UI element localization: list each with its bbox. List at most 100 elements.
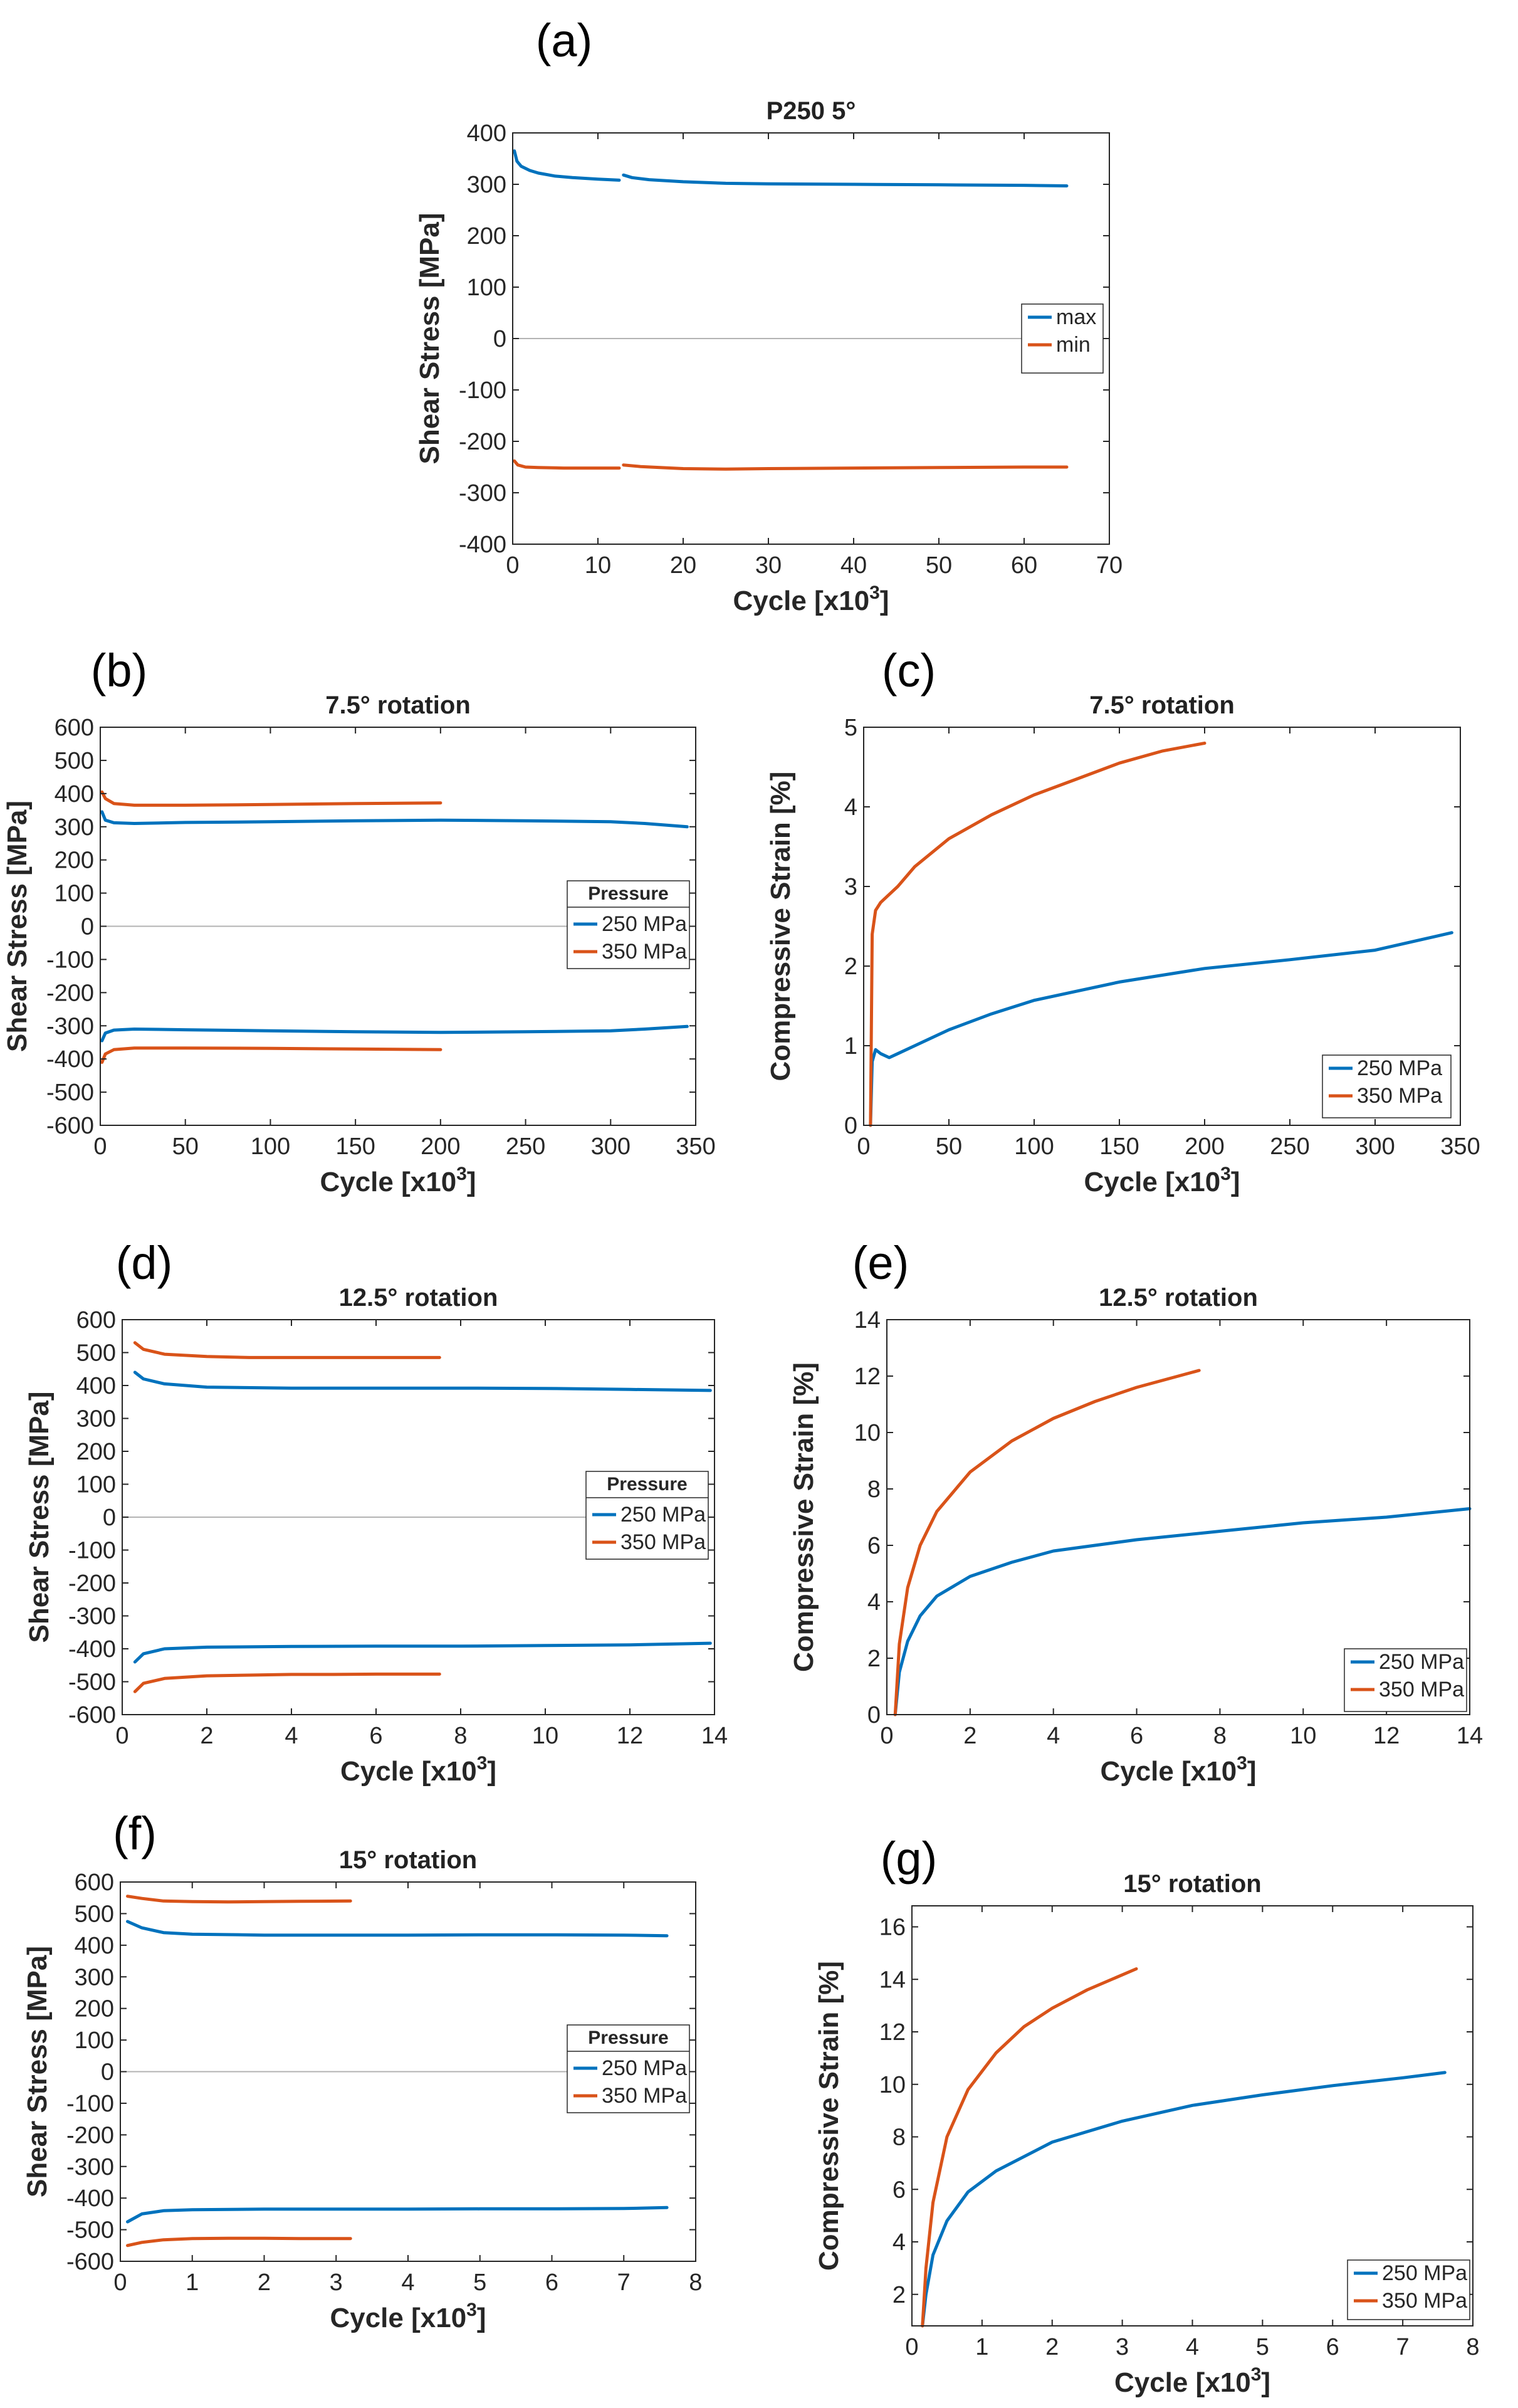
legend-title: Pressure (588, 883, 668, 904)
chart-title: 12.5° rotation (1099, 1284, 1258, 1312)
y-tick-label: 12 (879, 2019, 906, 2046)
y-tick-label: 3 (844, 874, 857, 900)
y-tick-label: 8 (892, 2125, 906, 2151)
legend-entry: 350 MPa (1357, 1084, 1442, 1108)
x-tick-label: 30 (755, 552, 782, 579)
chart-title: 15° rotation (1123, 1870, 1261, 1898)
x-tick-label: 14 (701, 1723, 728, 1749)
x-tick-label: 10 (1290, 1723, 1316, 1749)
x-tick-label: 7 (1396, 2334, 1410, 2360)
legend: 250 MPa 350 MPa (1344, 1648, 1467, 1712)
x-tick-label: 6 (1326, 2334, 1339, 2360)
x-tick-label: 4 (401, 2269, 414, 2296)
x-tick-label: 150 (1099, 1133, 1139, 1160)
x-tick-label: 5 (473, 2269, 486, 2296)
x-tick-label: 20 (670, 552, 696, 579)
x-tick-label: 200 (421, 1133, 460, 1160)
x-tick-label: 6 (369, 1723, 382, 1749)
legend-entry: 350 MPa (620, 1530, 706, 1554)
x-tick-label: 250 (1270, 1133, 1309, 1160)
y-tick-label: -400 (46, 1046, 94, 1073)
y-tick-label: 6 (892, 2177, 906, 2203)
x-tick-label: 0 (857, 1133, 870, 1160)
legend: max min (1021, 303, 1104, 374)
x-tick-label: 100 (251, 1133, 290, 1160)
y-tick-label: 5 (844, 715, 857, 741)
y-tick-label: -300 (46, 1013, 94, 1039)
series-line-min (622, 463, 1069, 471)
y-tick-label: 16 (879, 1915, 906, 1941)
y-tick-label: -200 (46, 980, 94, 1006)
y-tick-label: 100 (55, 881, 94, 907)
chart-title: 12.5° rotation (339, 1284, 498, 1312)
y-tick-label: 300 (75, 1964, 114, 1990)
x-axis-label: Cycle [x103] (1084, 1164, 1240, 1197)
legend-title: Pressure (588, 2027, 668, 2048)
x-tick-label: 2 (963, 1723, 976, 1749)
legend: Pressure 250 MPa 350 MPa (585, 1471, 709, 1560)
x-tick-label: 10 (532, 1723, 558, 1749)
legend-entry: 250 MPa (620, 1503, 706, 1527)
y-tick-label: 4 (867, 1589, 881, 1616)
x-tick-label: 6 (1130, 1723, 1143, 1749)
y-tick-label: 600 (55, 715, 94, 741)
legend: Pressure 250 MPa 350 MPa (567, 880, 690, 969)
x-tick-label: 100 (1014, 1133, 1054, 1160)
x-tick-label: 4 (1186, 2334, 1199, 2360)
y-tick-label: -100 (66, 2091, 114, 2117)
y-tick-label: 14 (854, 1307, 881, 1333)
series-line-250-mpa (921, 2071, 1447, 2328)
x-tick-label: 50 (172, 1133, 199, 1160)
panel-label: (f) (113, 1807, 157, 1859)
legend-entry: 250 MPa (602, 912, 687, 936)
x-tick-label: 250 (506, 1133, 545, 1160)
x-tick-label: 0 (93, 1133, 107, 1160)
series-line-350-mpa (126, 2236, 352, 2248)
panel-label: (e) (852, 1237, 909, 1289)
x-tick-label: 12 (1373, 1723, 1400, 1749)
y-tick-label: 2 (867, 1646, 881, 1672)
x-tick-label: 2 (200, 1723, 213, 1749)
legend: 250 MPa 350 MPa (1322, 1054, 1452, 1118)
y-tick-label: -500 (66, 2217, 114, 2244)
y-tick-label: -300 (459, 480, 506, 507)
x-tick-label: 3 (1116, 2334, 1129, 2360)
x-tick-label: 8 (1213, 1723, 1227, 1749)
series-line-350-mpa (100, 1046, 442, 1064)
y-tick-label: 1 (844, 1033, 857, 1059)
panel-label: (d) (116, 1237, 172, 1289)
y-tick-label: -300 (66, 2154, 114, 2180)
x-tick-label: 4 (285, 1723, 298, 1749)
x-tick-label: 0 (115, 1723, 128, 1749)
legend: Pressure 250 MPa 350 MPa (567, 2024, 690, 2113)
chart-b: (b) 7.5° rotation 0 50 100 150 200 250 300 350 -60… (2, 644, 716, 1197)
y-tick-label: -100 (46, 947, 94, 973)
y-tick-label: 200 (467, 223, 506, 250)
legend-entry: 250 MPa (602, 2056, 687, 2080)
x-tick-label: 1 (186, 2269, 199, 2296)
x-axis-label: Cycle [x103] (1114, 2364, 1270, 2398)
x-tick-label: 1 (975, 2334, 988, 2360)
y-tick-label: 200 (76, 1439, 116, 1465)
legend-entry: 350 MPa (602, 940, 687, 964)
y-tick-label: -600 (46, 1113, 94, 1139)
y-tick-label: 0 (101, 2059, 114, 2086)
x-tick-label: 70 (1096, 552, 1123, 579)
y-tick-label: -100 (68, 1538, 116, 1564)
y-tick-label: -200 (68, 1570, 116, 1597)
x-axis-label: Cycle [x103] (320, 1164, 476, 1197)
x-tick-label: 50 (926, 552, 952, 579)
y-tick-label: 500 (76, 1340, 116, 1367)
y-tick-label: 0 (103, 1505, 116, 1531)
x-tick-label: 150 (335, 1133, 375, 1160)
y-tick-label: 400 (76, 1373, 116, 1399)
y-tick-label: -600 (68, 1702, 116, 1728)
panel-label: (g) (881, 1832, 937, 1885)
y-tick-label: 12 (854, 1364, 881, 1390)
y-tick-label: 4 (892, 2229, 906, 2256)
y-tick-label: 0 (493, 326, 506, 352)
series-line-250-mpa (126, 2206, 669, 2224)
x-tick-label: 3 (330, 2269, 343, 2296)
legend-entry: 250 MPa (1357, 1056, 1442, 1080)
